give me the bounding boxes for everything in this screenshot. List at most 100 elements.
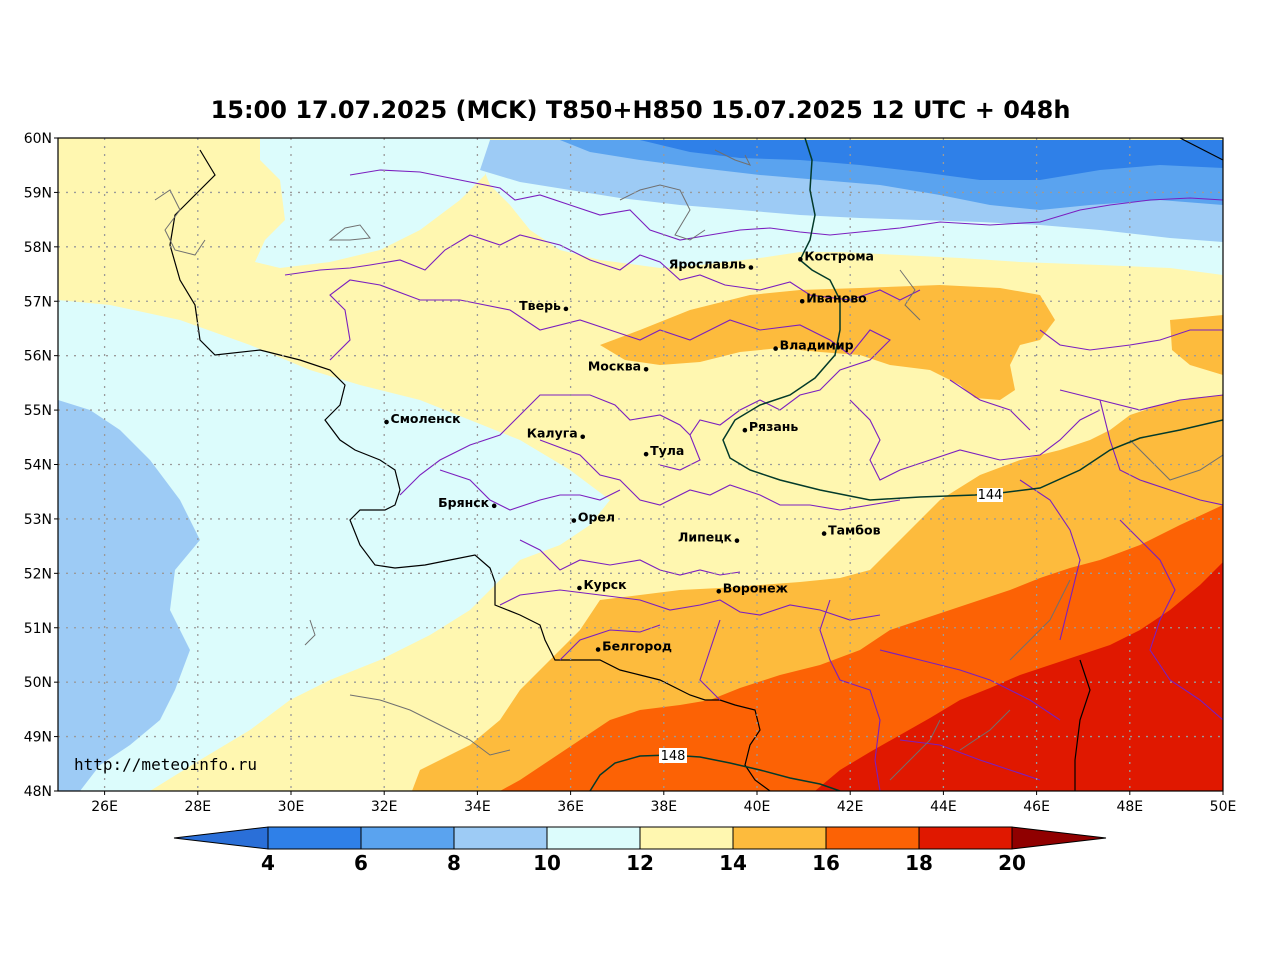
lon-tick-label: 40E	[744, 799, 771, 815]
city-label: Воронеж	[723, 580, 789, 595]
city-marker	[384, 419, 389, 425]
contour-148	[589, 754, 841, 791]
lat-tick-label: 60N	[24, 131, 52, 147]
grid-lines	[58, 138, 1223, 791]
city-marker	[821, 531, 827, 536]
lat-tick-label: 48N	[24, 784, 52, 800]
lat-tick-label: 59N	[24, 185, 52, 201]
watermark-url: http://meteoinfo.ru	[74, 755, 257, 774]
contour-label-144: 144	[978, 488, 1003, 503]
colorbar-label: 8	[447, 851, 461, 875]
colorbar-label: 10	[533, 851, 561, 875]
city-label: Тула	[650, 443, 684, 458]
lon-tick-label: 26E	[91, 799, 118, 815]
band-10-12	[58, 300, 610, 791]
city-marker	[716, 588, 722, 594]
lon-tick-label: 28E	[184, 799, 211, 815]
colorbar: 4 6 8 10 12 14 16 18 20	[173, 826, 1107, 875]
lon-tick-label: 44E	[930, 799, 957, 815]
lat-tick-label: 57N	[24, 294, 52, 310]
city-marker	[734, 538, 740, 543]
lat-tick-label: 54N	[24, 458, 52, 474]
city-marker	[491, 503, 497, 509]
city-label: Брянск	[438, 495, 490, 510]
colorbar-segment	[639, 826, 734, 850]
country-border	[1074, 659, 1091, 791]
city-marker	[643, 451, 649, 457]
lat-tick-label: 53N	[24, 512, 52, 528]
lon-tick-label: 30E	[278, 799, 305, 815]
band-18-20	[815, 562, 1223, 791]
colorbar-segment	[546, 826, 641, 850]
colorbar-label: 16	[812, 851, 840, 875]
city-marker	[773, 346, 778, 351]
city-label: Кострома	[804, 248, 874, 263]
lat-tick-label: 49N	[24, 730, 52, 746]
lon-tick-label: 38E	[650, 799, 677, 815]
contour-144	[722, 138, 1223, 501]
map-title: 15:00 17.07.2025 (MCK) T850+H850 15.07.2…	[210, 96, 1071, 124]
height-contours: 144 148	[589, 138, 1223, 791]
temperature-field	[58, 138, 1223, 791]
lon-tick-label: 32E	[371, 799, 398, 815]
city-marker	[742, 427, 748, 433]
lon-tick-label: 50E	[1210, 799, 1237, 815]
city-label: Тамбов	[828, 523, 880, 538]
lat-tick-label: 50N	[24, 675, 52, 691]
colorbar-segment	[918, 826, 1013, 850]
city-label: Курск	[583, 577, 627, 592]
band-14-16	[600, 285, 1055, 400]
lat-tick-label: 58N	[24, 240, 52, 256]
city-label: Калуга	[527, 426, 578, 441]
city-marker	[643, 366, 649, 372]
colorbar-segment	[360, 826, 455, 850]
city-marker	[798, 257, 803, 262]
country-border	[1179, 138, 1223, 161]
city-marker	[799, 298, 805, 304]
city-label: Смоленск	[391, 411, 462, 426]
lat-tick-label: 51N	[24, 621, 52, 637]
lat-tick-label: 55N	[24, 403, 52, 419]
colorbar-extend-high	[1011, 826, 1107, 850]
lon-tick-label: 36E	[557, 799, 584, 815]
lat-tick-label: 52N	[24, 566, 52, 582]
lon-tick-label: 46E	[1023, 799, 1050, 815]
city-marker	[571, 518, 577, 523]
city-label: Тверь	[519, 298, 561, 313]
city-label: Владимир	[780, 338, 854, 353]
longitude-ticks: 26E 28E 30E 32E 34E 36E 38E 40E 42E 44E 46E 48E 50E	[91, 791, 1236, 815]
country-border	[169, 149, 771, 791]
city-label: Иваново	[806, 290, 867, 305]
colorbar-extend-low	[173, 826, 269, 850]
boundaries	[154, 138, 1223, 791]
band-4-6	[640, 140, 1223, 180]
latitude-ticks: 60N 59N 58N 57N 56N 55N 54N 53N 52N 51N 50N 49N 48N	[24, 131, 58, 800]
colorbar-label: 4	[261, 851, 275, 875]
city-labels: Кострома Ярославль Иваново Тверь Владимир Мос…	[384, 248, 881, 654]
colorbar-segment	[267, 826, 362, 850]
contour-label-148: 148	[661, 749, 686, 764]
lon-tick-label: 42E	[837, 799, 864, 815]
lon-tick-label: 34E	[464, 799, 491, 815]
lat-tick-label: 56N	[24, 349, 52, 365]
city-label: Белгород	[602, 639, 672, 654]
colorbar-label: 14	[719, 851, 747, 875]
city-label: Орел	[578, 510, 615, 525]
city-marker	[577, 585, 582, 591]
lon-tick-label: 48E	[1116, 799, 1143, 815]
colorbar-label: 12	[626, 851, 654, 875]
rivers-lakes	[154, 149, 1223, 781]
colorbar-segment	[825, 826, 920, 850]
city-marker	[748, 265, 754, 270]
city-marker	[563, 306, 569, 312]
city-marker	[595, 647, 601, 652]
city-label: Ярославль	[669, 257, 746, 272]
colorbar-segment	[453, 826, 548, 850]
colorbar-label: 6	[354, 851, 368, 875]
colorbar-label: 18	[905, 851, 933, 875]
city-label: Рязань	[749, 419, 799, 434]
city-label: Липецк	[678, 530, 733, 545]
band-10-12	[255, 138, 490, 268]
city-marker	[580, 434, 586, 440]
